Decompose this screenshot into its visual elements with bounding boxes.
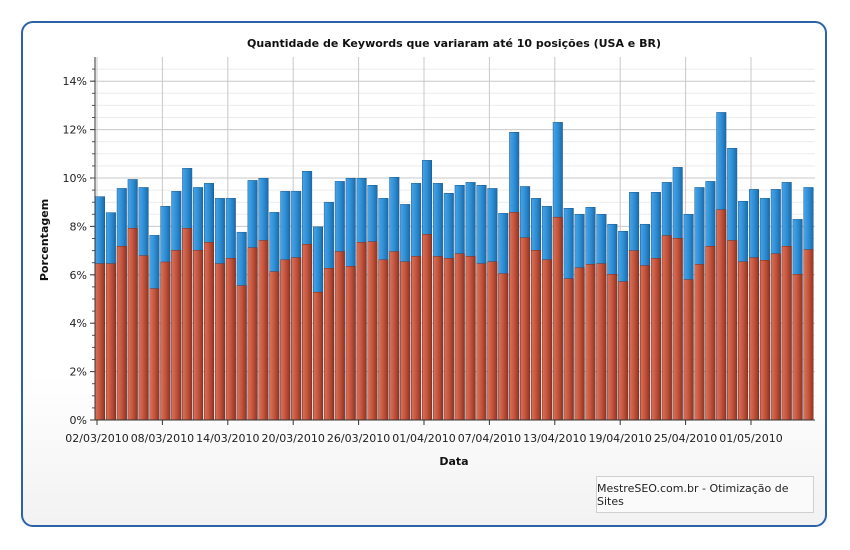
bar-red (792, 274, 803, 421)
bar-red (640, 265, 650, 421)
bar-red (672, 238, 683, 421)
bar-red (149, 288, 160, 421)
bar-red (563, 278, 574, 421)
bar-red (356, 242, 367, 421)
bar-red (705, 245, 716, 421)
bar-red (247, 247, 258, 421)
bar-red (258, 240, 269, 421)
bar-red (171, 250, 182, 421)
bar-red (182, 228, 193, 421)
x-tick-label: 13/04/2010 (523, 432, 586, 445)
bar-red (770, 253, 781, 421)
bar-red (432, 256, 443, 421)
x-tick-label: 20/03/2010 (261, 432, 324, 445)
x-tick-label: 01/04/2010 (392, 432, 455, 445)
y-tick-label: 8% (70, 220, 87, 233)
bar-red (214, 263, 225, 421)
bar-red (683, 279, 694, 421)
bar-red (618, 281, 629, 421)
bar-red (803, 249, 814, 421)
x-tick-label: 07/04/2010 (458, 432, 521, 445)
bar-red (661, 235, 672, 421)
bar-red (650, 258, 661, 421)
bar-red (694, 264, 705, 421)
bar-red (225, 258, 236, 421)
bar-red (520, 237, 531, 421)
bar-red (716, 209, 727, 421)
bar-red (574, 267, 585, 421)
bar-red (378, 259, 389, 421)
y-axis-label: Porcentagem (38, 199, 51, 281)
bar-red (629, 250, 640, 421)
bar-red (498, 273, 509, 421)
bar-red (749, 257, 759, 421)
y-tick-label: 14% (63, 75, 87, 88)
bar-red (727, 240, 738, 421)
bar-red (759, 260, 770, 421)
bar-red (454, 253, 465, 421)
bar-red (465, 256, 476, 421)
x-tick-label: 01/05/2010 (719, 432, 782, 445)
y-tick-label: 2% (70, 366, 87, 379)
bar-red (105, 263, 116, 421)
bar-red (411, 256, 422, 421)
footer-text: MestreSEO.com.br - Otimização de Sites (597, 481, 789, 508)
bar-red (291, 257, 302, 421)
bar-red (367, 241, 378, 421)
bar-red (95, 263, 105, 421)
x-tick-label: 08/03/2010 (131, 432, 194, 445)
bar-red (193, 250, 204, 421)
y-tick-label: 6% (70, 269, 87, 282)
y-tick-label: 12% (63, 124, 87, 137)
bar-red (389, 251, 400, 421)
bar-red (302, 244, 313, 421)
bar-red (236, 285, 247, 421)
bar-red (476, 263, 487, 421)
y-tick-label: 10% (63, 172, 87, 185)
x-tick-label: 19/04/2010 (588, 432, 651, 445)
bar-red (345, 266, 356, 421)
x-tick-label: 25/04/2010 (654, 432, 717, 445)
x-axis-label: Data (439, 455, 468, 468)
y-tick-label: 4% (70, 317, 87, 330)
bar-red (781, 245, 792, 421)
bar-red (596, 263, 607, 421)
x-tick-label: 02/03/2010 (65, 432, 128, 445)
bar-red (204, 242, 214, 421)
bar-red (127, 228, 138, 421)
bar-red (552, 216, 563, 421)
bar-red (160, 261, 171, 421)
bar-red (443, 258, 454, 421)
bar-red (487, 261, 498, 421)
bar-red (269, 271, 280, 421)
bar-red (138, 255, 149, 421)
bar-red (313, 291, 323, 421)
bar-red (509, 212, 520, 421)
footer-credit: MestreSEO.com.br - Otimização de Sites (596, 476, 814, 513)
bar-red (585, 264, 596, 421)
bar-red (531, 250, 541, 421)
bar-red (323, 268, 334, 421)
bar-red (422, 234, 432, 421)
bar-red (607, 274, 618, 421)
chart-title: Quantidade de Keywords que variaram até … (247, 37, 661, 50)
bar-red (334, 251, 345, 421)
y-tick-label: 0% (70, 414, 87, 427)
bar-red (280, 259, 291, 421)
bar-red (400, 261, 411, 421)
bar-red (116, 245, 127, 421)
bar-red (541, 259, 552, 421)
x-tick-label: 26/03/2010 (327, 432, 390, 445)
x-tick-label: 14/03/2010 (196, 432, 259, 445)
bar-red (738, 261, 749, 421)
